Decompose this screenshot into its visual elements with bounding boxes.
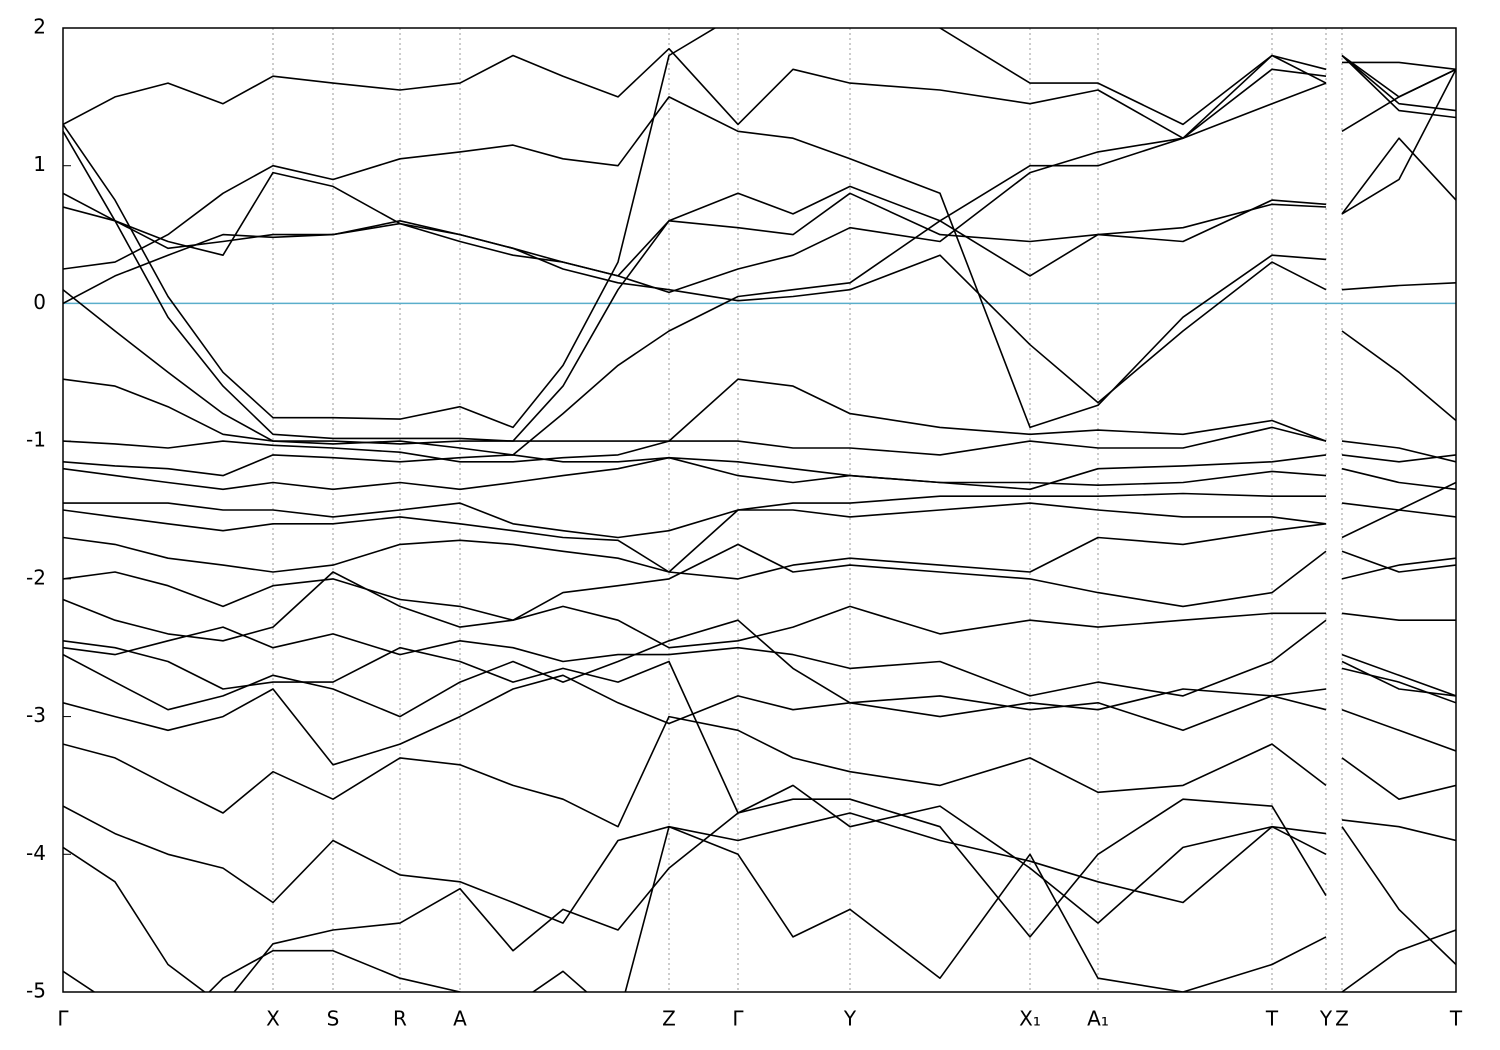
band-line (63, 619, 1456, 697)
band-line (63, 805, 1456, 924)
y-tick-label: 0 (33, 290, 46, 314)
x-tick-label: X (266, 1007, 280, 1031)
bands (63, 28, 1456, 992)
x-tick-label: T (1449, 1007, 1463, 1031)
x-tick-label: R (393, 1007, 407, 1031)
y-tick-label: -3 (26, 703, 46, 727)
band-line (63, 454, 1456, 491)
y-tick-label: -4 (26, 841, 46, 865)
x-tick-label: Z (662, 1007, 676, 1031)
x-tick-label: Γ (732, 1007, 744, 1031)
band-line (63, 61, 1456, 277)
band-line (63, 47, 1456, 139)
x-tick-label: Γ (57, 1007, 69, 1031)
x-tick-label: S (327, 1007, 340, 1031)
band-line (63, 619, 1456, 732)
y-tick-label: -2 (26, 565, 46, 589)
band-line (63, 456, 1456, 491)
band-line (63, 571, 1456, 649)
plot-frame (62, 27, 1457, 993)
band-line (63, 543, 1456, 621)
y-tick-label: 1 (33, 152, 46, 176)
x-tick-label: Z (1335, 1007, 1349, 1031)
x-tick-label: A (453, 1007, 467, 1031)
band-line (63, 674, 1456, 766)
y-tick-label: -5 (26, 979, 46, 1003)
x-tick-label: X₁ (1019, 1007, 1041, 1031)
y-tick-label: 2 (33, 15, 46, 39)
band-line (63, 220, 1456, 404)
band-line (63, 130, 1456, 442)
band-line (63, 825, 1456, 992)
y-tick-label: -1 (26, 428, 46, 452)
band-line (63, 798, 1456, 992)
x-tick-label: A₁ (1087, 1007, 1109, 1031)
x-tick-label: Y (1319, 1007, 1333, 1031)
x-tick-label: Y (843, 1007, 857, 1031)
x-tick-label: T (1265, 1007, 1279, 1031)
band-line (63, 54, 1456, 456)
band-line (63, 640, 1456, 924)
tick-labels: 210-1-2-3-4-5Γ X S R A Z Γ Y X₁ A₁ T Y Z T (26, 15, 1463, 1031)
band-line (63, 330, 1456, 445)
band-line (63, 481, 1456, 573)
band-line (63, 68, 1456, 429)
band-line (63, 523, 1456, 580)
band-line (63, 715, 1456, 828)
